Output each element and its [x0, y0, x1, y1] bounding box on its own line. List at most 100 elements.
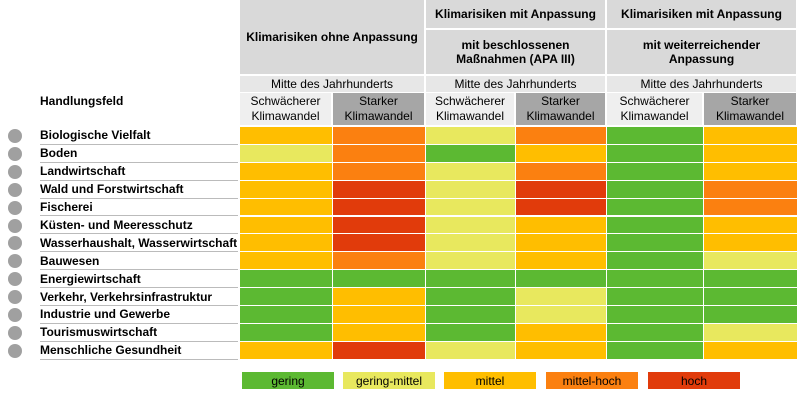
- risk-cell: [516, 234, 606, 252]
- risk-cell: [240, 144, 332, 162]
- row-icon: [8, 182, 22, 197]
- group-subtitle: mit weiterreichender Anpassung: [607, 30, 796, 74]
- risk-cell: [240, 323, 332, 341]
- risk-cell: [333, 288, 425, 305]
- risk-cell: [607, 288, 703, 305]
- risk-cell: [704, 306, 797, 323]
- risk-cell: [607, 270, 703, 288]
- risk-cell: [607, 341, 703, 359]
- row-icon: [8, 254, 22, 269]
- risk-cell: [426, 198, 515, 216]
- risk-cell: [607, 216, 703, 234]
- scenario-header: Starker Klimawandel: [704, 93, 796, 125]
- scenario-header: Schwächerer Klimawandel: [240, 93, 331, 125]
- group-title: Klimarisiken mit Anpassung: [607, 0, 796, 28]
- risk-cell: [426, 323, 515, 341]
- legend-item: mittel-hoch: [546, 372, 638, 389]
- row-label: Fischerei: [40, 199, 238, 217]
- row-label: Bauwesen: [40, 252, 238, 271]
- risk-cell: [704, 270, 797, 288]
- risk-cell: [426, 270, 515, 288]
- risk-cell: [333, 216, 425, 234]
- row-label: Tourismuswirtschaft: [40, 324, 238, 342]
- risk-cell: [333, 270, 425, 288]
- risk-cell: [240, 162, 332, 180]
- row-label: Energiewirtschaft: [40, 270, 238, 289]
- row-icon: [8, 146, 22, 161]
- row-label: Landwirtschaft: [40, 163, 238, 181]
- risk-cell: [240, 234, 332, 252]
- group-subtitle: mit beschlossenen Maßnahmen (APA III): [426, 30, 605, 74]
- risk-cell: [704, 198, 797, 216]
- row-icon: [8, 290, 22, 305]
- row-label: Wasserhaushalt, Wasserwirtschaft: [40, 234, 238, 253]
- row-label-header: Handlungsfeld: [40, 94, 124, 108]
- row-icon: [8, 129, 22, 143]
- risk-cell: [426, 306, 515, 323]
- row-icon: [8, 308, 22, 322]
- risk-cell: [240, 127, 332, 144]
- risk-cell: [333, 306, 425, 323]
- risk-cell: [240, 216, 332, 234]
- legend-item: gering-mittel: [343, 372, 435, 389]
- row-label: Industrie und Gewerbe: [40, 306, 238, 324]
- risk-cell: [607, 180, 703, 198]
- risk-cell: [704, 180, 797, 198]
- risk-cell: [704, 341, 797, 359]
- risk-cell: [426, 216, 515, 234]
- risk-cell: [607, 144, 703, 162]
- risk-cell: [607, 306, 703, 323]
- row-label: Menschliche Gesundheit: [40, 342, 238, 360]
- risk-cell: [333, 252, 425, 270]
- row-icon: [8, 200, 22, 215]
- row-label: Boden: [40, 145, 238, 163]
- risk-cell: [516, 341, 606, 359]
- risk-cell: [607, 127, 703, 144]
- row-icon: [8, 164, 22, 179]
- risk-cell: [240, 252, 332, 270]
- risk-cell: [516, 127, 606, 144]
- scenario-header: Starker Klimawandel: [333, 93, 424, 125]
- legend-item: mittel: [444, 372, 536, 389]
- risk-cell: [333, 234, 425, 252]
- row-label: Verkehr, Verkehrsinfrastruktur: [40, 288, 238, 306]
- row-label: Biologische Vielfalt: [40, 127, 238, 145]
- risk-cell: [240, 198, 332, 216]
- risk-cell: [333, 144, 425, 162]
- group-title: Klimarisiken mit Anpassung: [426, 0, 605, 28]
- row-label: Küsten- und Meeresschutz: [40, 217, 238, 235]
- risk-cell: [516, 252, 606, 270]
- risk-cell: [516, 306, 606, 323]
- risk-cell: [704, 288, 797, 305]
- risk-cell: [704, 234, 797, 252]
- risk-cell: [240, 341, 332, 359]
- risk-cell: [333, 162, 425, 180]
- risk-cell: [426, 252, 515, 270]
- period: Mitte des Jahrhunderts: [240, 75, 424, 92]
- row-icon: [8, 272, 22, 287]
- risk-cell: [333, 323, 425, 341]
- risk-cell: [333, 180, 425, 198]
- risk-cell: [516, 198, 606, 216]
- risk-cell: [333, 127, 425, 144]
- risk-cell: [426, 144, 515, 162]
- row-icon: [8, 343, 22, 358]
- row-label: Wald und Forstwirtschaft: [40, 181, 238, 199]
- risk-cell: [704, 162, 797, 180]
- risk-cell: [516, 270, 606, 288]
- period: Mitte des Jahrhunderts: [426, 75, 605, 92]
- risk-cell: [240, 306, 332, 323]
- risk-cell: [426, 341, 515, 359]
- row-icon: [8, 325, 22, 340]
- risk-cell: [704, 323, 797, 341]
- risk-cell: [516, 162, 606, 180]
- risk-cell: [240, 288, 332, 305]
- risk-cell: [333, 341, 425, 359]
- risk-cell: [240, 270, 332, 288]
- risk-cell: [516, 180, 606, 198]
- risk-cell: [426, 180, 515, 198]
- period: Mitte des Jahrhunderts: [607, 75, 796, 92]
- risk-cell: [516, 144, 606, 162]
- scenario-header: Schwächerer Klimawandel: [607, 93, 702, 125]
- risk-cell: [426, 288, 515, 305]
